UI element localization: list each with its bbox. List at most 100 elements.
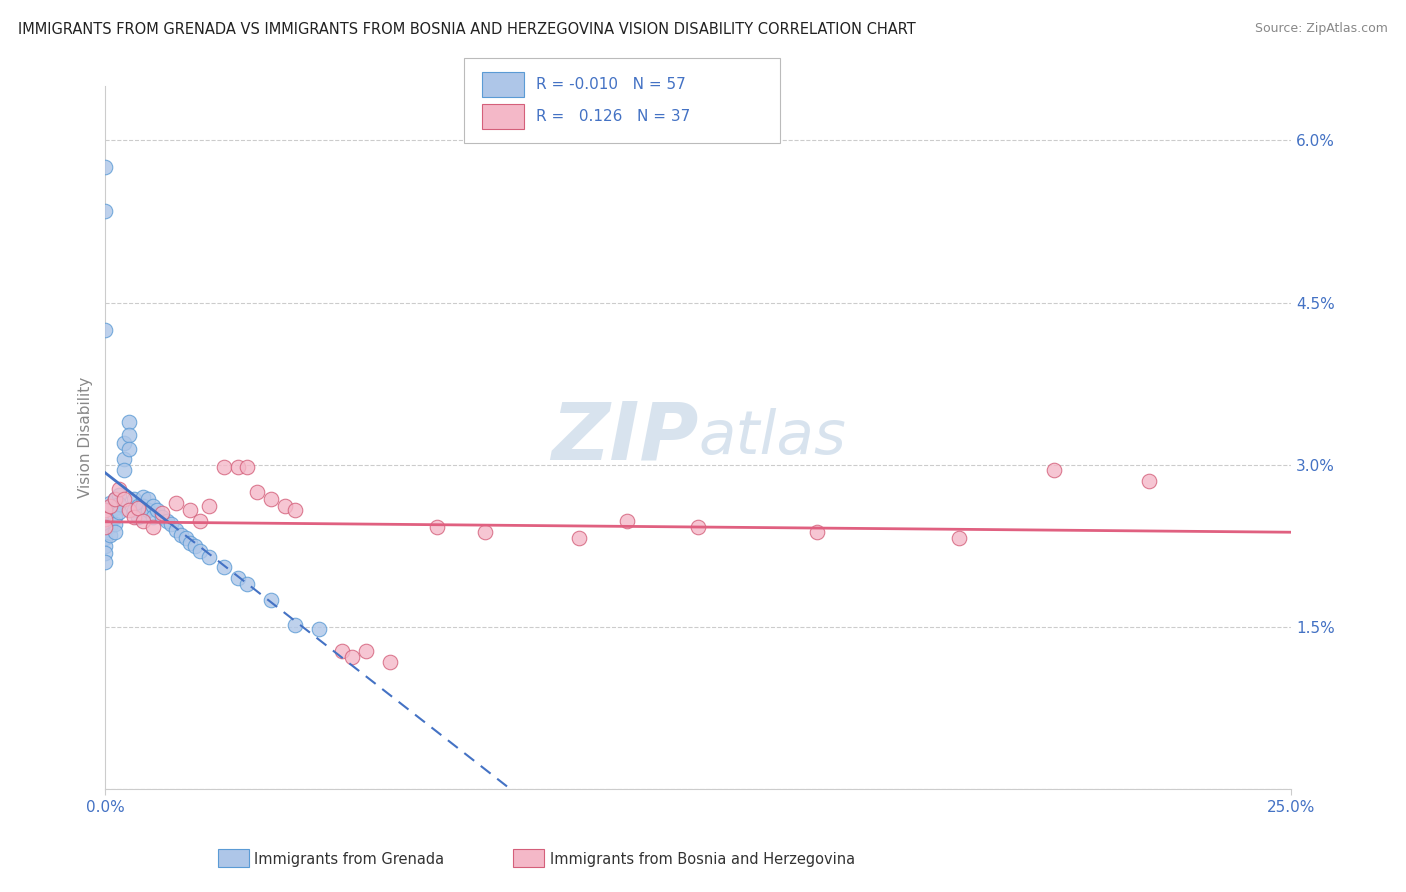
Text: IMMIGRANTS FROM GRENADA VS IMMIGRANTS FROM BOSNIA AND HERZEGOVINA VISION DISABIL: IMMIGRANTS FROM GRENADA VS IMMIGRANTS FR…	[18, 22, 917, 37]
Point	[112, 492, 135, 507]
Point	[146, 503, 169, 517]
Point	[246, 484, 269, 499]
Point	[94, 520, 117, 534]
Point	[103, 509, 125, 524]
Point	[127, 501, 149, 516]
Point	[94, 503, 117, 517]
Point	[98, 528, 121, 542]
Point	[426, 520, 449, 534]
Point	[98, 503, 121, 517]
Point	[103, 517, 125, 532]
Point	[354, 644, 377, 658]
Point	[198, 499, 221, 513]
Point	[98, 495, 121, 509]
Point	[94, 539, 117, 553]
Point	[94, 501, 117, 516]
Point	[108, 497, 131, 511]
Point	[340, 650, 363, 665]
Point	[948, 531, 970, 545]
Point	[94, 514, 117, 528]
Point	[141, 499, 163, 513]
Point	[474, 524, 496, 539]
Point	[103, 492, 125, 507]
Point	[226, 459, 249, 474]
Point	[108, 482, 131, 496]
Point	[150, 507, 173, 521]
Point	[94, 546, 117, 560]
Point	[260, 492, 283, 507]
Point	[103, 492, 125, 507]
Point	[132, 508, 155, 522]
Point	[118, 427, 141, 442]
Point	[127, 509, 149, 524]
Point	[160, 517, 183, 532]
Point	[686, 520, 709, 534]
Point	[98, 499, 121, 513]
Point	[112, 436, 135, 450]
Point	[94, 523, 117, 537]
Point	[112, 452, 135, 467]
Point	[94, 323, 117, 337]
Point	[179, 503, 201, 517]
Text: ZIP: ZIP	[551, 399, 697, 476]
Point	[127, 499, 149, 513]
Point	[1043, 463, 1066, 477]
Point	[330, 644, 353, 658]
Point	[568, 531, 591, 545]
Point	[122, 503, 145, 517]
Point	[260, 593, 283, 607]
Point	[188, 514, 211, 528]
Point	[150, 509, 173, 524]
Text: R = -0.010   N = 57: R = -0.010 N = 57	[536, 78, 686, 92]
Point	[378, 655, 401, 669]
Point	[118, 442, 141, 456]
Point	[284, 617, 307, 632]
Point	[226, 571, 249, 585]
Point	[236, 459, 259, 474]
Point	[806, 524, 828, 539]
Point	[94, 555, 117, 569]
Point	[174, 531, 197, 545]
Point	[236, 576, 259, 591]
Point	[198, 549, 221, 564]
Text: R =   0.126   N = 37: R = 0.126 N = 37	[536, 110, 690, 124]
Point	[94, 512, 117, 526]
Point	[108, 488, 131, 502]
Point	[188, 544, 211, 558]
Text: Source: ZipAtlas.com: Source: ZipAtlas.com	[1254, 22, 1388, 36]
Point	[141, 520, 163, 534]
Point	[141, 509, 163, 524]
Point	[132, 514, 155, 528]
Point	[94, 531, 117, 545]
Point	[308, 622, 330, 636]
Text: atlas: atlas	[697, 409, 846, 467]
Point	[156, 514, 179, 528]
Text: Immigrants from Grenada: Immigrants from Grenada	[254, 853, 444, 867]
Point	[112, 463, 135, 477]
Point	[132, 490, 155, 504]
Point	[136, 492, 159, 507]
Point	[170, 528, 193, 542]
Point	[118, 503, 141, 517]
Point	[98, 512, 121, 526]
Point	[136, 503, 159, 517]
Point	[1137, 474, 1160, 488]
Point	[118, 415, 141, 429]
Point	[103, 524, 125, 539]
Point	[94, 161, 117, 175]
Point	[179, 535, 201, 549]
Point	[132, 499, 155, 513]
Point	[274, 499, 297, 513]
Point	[184, 539, 207, 553]
Point	[122, 492, 145, 507]
Text: Immigrants from Bosnia and Herzegovina: Immigrants from Bosnia and Herzegovina	[550, 853, 855, 867]
Point	[108, 505, 131, 519]
Point	[98, 519, 121, 533]
Point	[165, 495, 187, 509]
Point	[103, 501, 125, 516]
Point	[94, 203, 117, 218]
Y-axis label: Vision Disability: Vision Disability	[79, 377, 93, 499]
Point	[165, 523, 187, 537]
Point	[616, 514, 638, 528]
Point	[122, 509, 145, 524]
